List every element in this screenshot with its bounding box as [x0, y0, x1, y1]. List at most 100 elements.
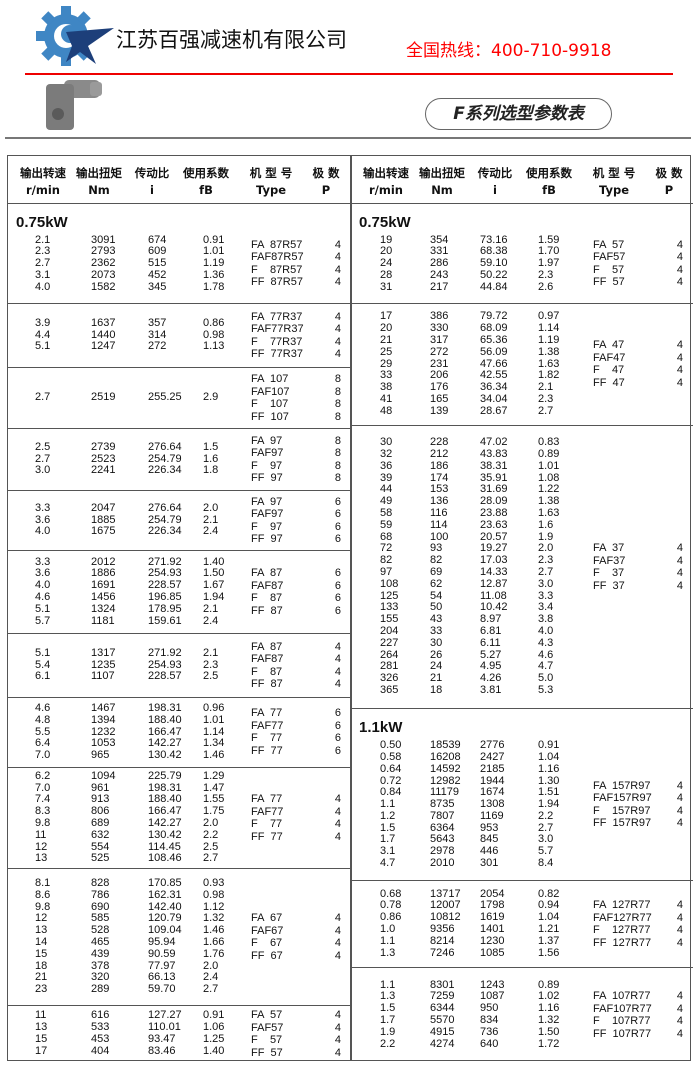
- speed-cell: 326: [380, 672, 399, 685]
- table-row: 17 386 79.72 0.97: [380, 311, 593, 323]
- column-header-cn: 机 型 号: [592, 166, 636, 180]
- ratio-cell: 28.67: [480, 404, 508, 417]
- service-factor-cell: 1.37: [538, 934, 560, 947]
- torque-cell: 1675: [91, 525, 116, 538]
- service-factor-cell: 1.34: [203, 737, 225, 750]
- speed-cell: 1.5: [380, 1002, 396, 1015]
- speed-cell: 33: [380, 369, 393, 382]
- column-header-en: P: [321, 183, 331, 197]
- ratio-cell: 1085: [480, 946, 505, 959]
- speed-cell: 7.0: [35, 781, 51, 794]
- type-row: FAF127R77 4: [593, 912, 683, 925]
- poles-cell: 4: [676, 1002, 683, 1015]
- column-header-cn: 输出扭矩: [76, 166, 122, 180]
- table-row: 15 439 90.59 1.76: [35, 948, 251, 961]
- column-header-cn: 极 数: [655, 166, 683, 180]
- torque-cell: 1235: [91, 658, 116, 671]
- speed-cell: 2.5: [35, 440, 51, 453]
- type-row: F 57 4: [593, 264, 683, 277]
- torque-cell: 533: [91, 1021, 110, 1034]
- speed-cell: 97: [380, 566, 393, 578]
- type-row: FAF67 4: [251, 925, 341, 938]
- table-group: 1.1 8301 1243 0.89 1.3 7259 1087 1.02 1.5 6344 950…: [351, 968, 693, 1062]
- type-row: FA 57 4: [593, 239, 683, 252]
- ratio-cell: 34.04: [480, 392, 508, 405]
- table-title-badge: F系列选型参数表: [425, 98, 612, 130]
- service-factor-cell: 1.13: [203, 340, 225, 353]
- type-cell: FF 77: [251, 744, 283, 757]
- poles-cell: 6: [334, 508, 341, 520]
- type-row: F 97 6: [251, 521, 341, 534]
- column-header-en: r/min: [369, 183, 403, 197]
- ratio-cell: 50.22: [480, 268, 508, 281]
- speed-cell: 4.0: [35, 280, 51, 293]
- poles-cell: 4: [334, 1021, 341, 1034]
- service-factor-cell: 1.01: [203, 245, 225, 258]
- torque-cell: 93: [430, 542, 443, 555]
- ratio-cell: 28.09: [480, 495, 508, 508]
- service-factor-cell: 1.38: [538, 495, 560, 508]
- speed-cell: 5.1: [35, 340, 51, 353]
- table-row: 5.1 1317 271.92 2.1: [35, 647, 251, 660]
- table-row: 9.8 689 142.27 2.0: [35, 817, 251, 830]
- type-cell: FF 47: [593, 376, 625, 389]
- type-cell: FAF87: [251, 579, 284, 592]
- ratio-cell: 225.79: [148, 769, 182, 782]
- ratio-cell: 4.26: [480, 672, 502, 685]
- poles-cell: 4: [676, 1027, 683, 1040]
- ratio-cell: 2776: [480, 739, 505, 752]
- table-group: 2.7 2519 255.25 2.9 FA 107 8 FAF107 8 F 107 8 FF 1…: [8, 368, 350, 429]
- service-factor-cell: 1.63: [538, 357, 560, 370]
- speed-cell: 29: [380, 357, 393, 370]
- type-cell: FF 127R77: [593, 936, 652, 949]
- service-factor-cell: 2.1: [203, 513, 219, 526]
- torque-cell: 528: [91, 924, 110, 937]
- torque-cell: 2523: [91, 452, 116, 465]
- service-factor-cell: 1.01: [203, 713, 225, 726]
- speed-cell: 12: [35, 912, 48, 925]
- table-group: 30 228 47.02 0.83 32 212 43.83 0.89 36 186 38.31 1.…: [351, 426, 693, 709]
- table-row: 7.0 961 198.31 1.47: [35, 781, 251, 795]
- poles-cell: 6: [334, 520, 341, 533]
- column-header-en: P: [664, 183, 674, 197]
- torque-cell: 136: [430, 495, 449, 508]
- type-cell: FF 97: [251, 472, 283, 484]
- table-group: 11 616 127.27 0.91 13 533 110.01 1.06 15 453 93.47…: [8, 1006, 350, 1062]
- table-group: 0.68 13717 2054 0.82 0.78 12007 1798 0.94 0.86 10…: [351, 881, 693, 968]
- column-header-en: i: [150, 183, 154, 197]
- table-row: 72 93 19.27 2.0: [380, 543, 593, 555]
- service-factor-cell: 3.0: [538, 577, 554, 590]
- column-header-en: fB: [199, 183, 213, 197]
- column-header-en: r/min: [26, 183, 60, 197]
- speed-cell: 20: [380, 322, 393, 335]
- type-row: FF 77R37 4: [251, 348, 341, 361]
- table-group: 1.1kW 0.50 18539 2776 0.91 0.58 16208 2427 1.04 0…: [351, 709, 693, 881]
- service-factor-cell: 2.7: [538, 821, 554, 834]
- speed-cell: 4.0: [35, 579, 51, 592]
- speed-cell: 0.68: [380, 887, 402, 900]
- ratio-cell: 23.88: [480, 507, 508, 520]
- service-factor-cell: 1.02: [538, 990, 560, 1003]
- ratio-cell: 14.33: [480, 566, 508, 578]
- ratio-cell: 1674: [480, 786, 505, 799]
- speed-cell: 133: [380, 601, 399, 614]
- table-row: 6.4 1053 142.27 1.34: [35, 738, 251, 750]
- poles-cell: 4: [676, 779, 683, 792]
- service-factor-cell: 2.2: [203, 828, 219, 841]
- ratio-cell: 1944: [480, 774, 505, 787]
- service-factor-cell: 2.7: [203, 983, 219, 996]
- table-row: 21 320 66.13 2.4: [35, 972, 251, 984]
- table-row: 32 212 43.83 0.89: [380, 448, 593, 461]
- type-row: FF 77 4: [251, 831, 341, 844]
- ratio-cell: 17.03: [480, 554, 508, 567]
- type-row: FF 57 4: [251, 1047, 341, 1060]
- type-cell: FA 107R77: [593, 990, 651, 1002]
- ratio-cell: 6.11: [480, 636, 501, 649]
- table-group: 3.3 2047 276.64 2.0 3.6 1885 254.79 2.1 4.0 1675 2…: [8, 491, 350, 551]
- torque-cell: 62: [430, 577, 443, 590]
- poles-cell: 4: [334, 665, 341, 678]
- poles-cell: 4: [676, 351, 683, 364]
- table-row: 204 33 6.81 4.0: [380, 625, 593, 638]
- service-factor-cell: 1.32: [203, 912, 225, 925]
- poles-cell: 4: [676, 364, 683, 377]
